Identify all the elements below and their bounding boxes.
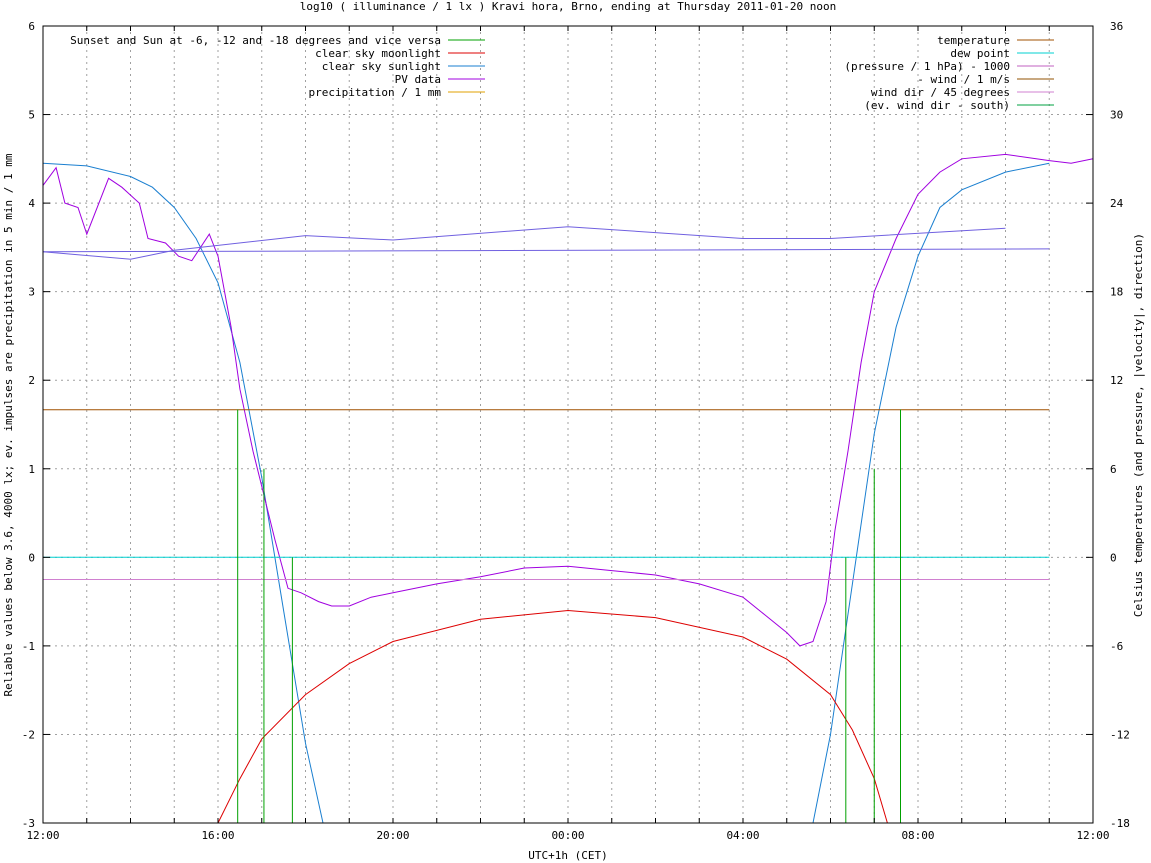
legend-label: clear sky sunlight <box>322 60 441 73</box>
y-tick-label: -3 <box>22 817 35 830</box>
x-tick-label: 04:00 <box>726 829 759 842</box>
grid <box>43 26 1093 823</box>
y-tick-label: 6 <box>28 20 35 33</box>
y2-tick-label: -12 <box>1110 728 1130 741</box>
y2-tick-label: 12 <box>1110 374 1123 387</box>
series-line-clear-sky-sunlight <box>42 162 1050 824</box>
y2-tick-label: 30 <box>1110 109 1123 122</box>
legend-label: (pressure / 1 hPa) - 1000 <box>844 60 1010 73</box>
legend: Sunset and Sun at -6, -12 and -18 degree… <box>70 34 1054 112</box>
series-line-clear-sky-moonlight <box>217 609 888 824</box>
y-tick-label: 0 <box>28 551 35 564</box>
axes: 12:00 16:00 20:00 00:00 04:00 08:00 12:00-3-2-… <box>22 20 1130 842</box>
legend-label: temperature <box>937 34 1010 47</box>
y2-tick-label: -18 <box>1110 817 1130 830</box>
chart-title: log10 ( illuminance / 1 lx ) Kravi hora,… <box>300 0 836 13</box>
legend-label: dew point <box>950 47 1010 60</box>
y2-tick-label: -6 <box>1110 640 1123 653</box>
y2-tick-label: 18 <box>1110 286 1123 299</box>
plot-border <box>42 25 1094 824</box>
series-line-pressure-1-hpa-1000 <box>42 226 1006 260</box>
y2-tick-label: 6 <box>1110 463 1117 476</box>
y2-axis-label: Celsius temperatures (and pressure, |vel… <box>1132 233 1145 617</box>
y-tick-label: 4 <box>28 197 35 210</box>
y-tick-label: -1 <box>22 640 35 653</box>
legend-label: - wind / 1 m/s <box>917 73 1010 86</box>
legend-label: (ev. wind dir - south) <box>864 99 1010 112</box>
x-tick-label: 16:00 <box>201 829 234 842</box>
y-axis-label: Reliable values below 3.6, 4000 lx; ev. … <box>2 153 15 696</box>
legend-label: wind dir / 45 degrees <box>871 86 1010 99</box>
x-tick-label: 08:00 <box>901 829 934 842</box>
y-tick-label: 3 <box>28 286 35 299</box>
y-tick-label: -2 <box>22 728 35 741</box>
x-axis-label: UTC+1h (CET) <box>528 849 607 862</box>
x-tick-label: 12:00 <box>26 829 59 842</box>
y-tick-label: 5 <box>28 109 35 122</box>
x-tick-label: 12:00 <box>1076 829 1109 842</box>
series-line-pv-data <box>42 153 1094 647</box>
y2-tick-label: 0 <box>1110 551 1117 564</box>
y2-tick-label: 24 <box>1110 197 1124 210</box>
series-line-pressure-1-hpa-1000 <box>42 248 1050 253</box>
y2-tick-label: 36 <box>1110 20 1123 33</box>
legend-label: precipitation / 1 mm <box>309 86 442 99</box>
legend-label: clear sky moonlight <box>315 47 441 60</box>
plot-series <box>42 153 1094 824</box>
legend-label: Sunset and Sun at -6, -12 and -18 degree… <box>70 34 441 47</box>
x-tick-label: 00:00 <box>551 829 584 842</box>
legend-label: PV data <box>395 73 441 86</box>
x-tick-label: 20:00 <box>376 829 409 842</box>
y-tick-label: 1 <box>28 463 35 476</box>
y-tick-label: 2 <box>28 374 35 387</box>
